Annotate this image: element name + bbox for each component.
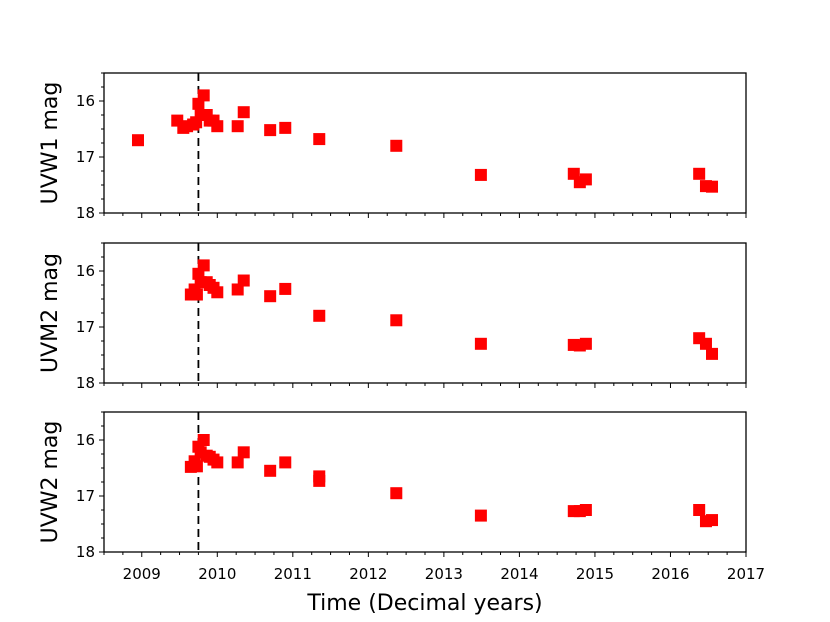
data-point [706, 347, 719, 360]
data-point [313, 309, 326, 322]
data-point [237, 446, 250, 459]
x-axis-label: Time (Decimal years) [306, 591, 542, 616]
x-tick-label: 2015 [576, 565, 614, 583]
data-point [211, 456, 224, 469]
data-point [390, 487, 403, 500]
data-point [579, 337, 592, 350]
x-tick-label: 2011 [274, 565, 312, 583]
data-point [231, 456, 244, 469]
data-point [706, 180, 719, 193]
data-point [190, 288, 203, 301]
x-tick-label: 2014 [500, 565, 538, 583]
data-point [390, 139, 403, 152]
panel-1: 16 17 18 UVW1 mag [38, 72, 747, 222]
data-point [699, 337, 712, 350]
y-tick-label: 17 [76, 148, 95, 166]
panel-2: 16 17 18 UVM2 mag [38, 242, 747, 392]
data-point [190, 460, 203, 473]
data-point [231, 120, 244, 133]
data-point [264, 464, 277, 477]
data-point [313, 133, 326, 146]
data-point [211, 120, 224, 133]
data-point [264, 124, 277, 137]
data-point [211, 286, 224, 299]
data-point [579, 173, 592, 186]
y-tick-label: 18 [76, 374, 95, 392]
y-tick-label: 18 [76, 543, 95, 561]
panel-3: 16 17 18 UVW2 mag [38, 411, 747, 561]
data-point [279, 282, 292, 295]
data-point [474, 509, 487, 522]
data-point [693, 504, 706, 516]
data-point [474, 337, 487, 350]
data-point [237, 106, 250, 119]
y-tick-label: 18 [76, 204, 95, 222]
data-point [197, 434, 210, 446]
x-tick-label: 2017 [727, 565, 765, 583]
data-point [279, 121, 292, 134]
y-tick-label: 16 [76, 431, 95, 449]
x-tick-label: 2009 [123, 565, 161, 583]
data-point [579, 504, 592, 516]
data-point [237, 274, 250, 287]
y-tick-label: 17 [76, 318, 95, 336]
y-tick-label: 17 [76, 487, 95, 505]
y-tick-label: 16 [76, 92, 95, 110]
data-point [313, 474, 326, 487]
data-point [693, 167, 706, 180]
data-point [264, 290, 277, 303]
data-point [131, 134, 144, 147]
data-point [197, 89, 210, 102]
x-tick-label: 2012 [349, 565, 387, 583]
panel-frame [103, 411, 747, 553]
data-point [390, 314, 403, 327]
y-tick-label: 16 [76, 262, 95, 280]
y-axis-label: UVW2 mag [38, 421, 63, 544]
data-point [474, 168, 487, 181]
data-point [197, 259, 210, 272]
data-point [279, 456, 292, 469]
y-axis-label: UVW1 mag [38, 82, 63, 205]
data-point [706, 514, 719, 527]
x-tick-label: 2013 [425, 565, 463, 583]
x-tick-label: 2016 [651, 565, 689, 583]
x-tick-label: 2010 [198, 565, 236, 583]
y-axis-label: UVM2 mag [38, 253, 63, 373]
